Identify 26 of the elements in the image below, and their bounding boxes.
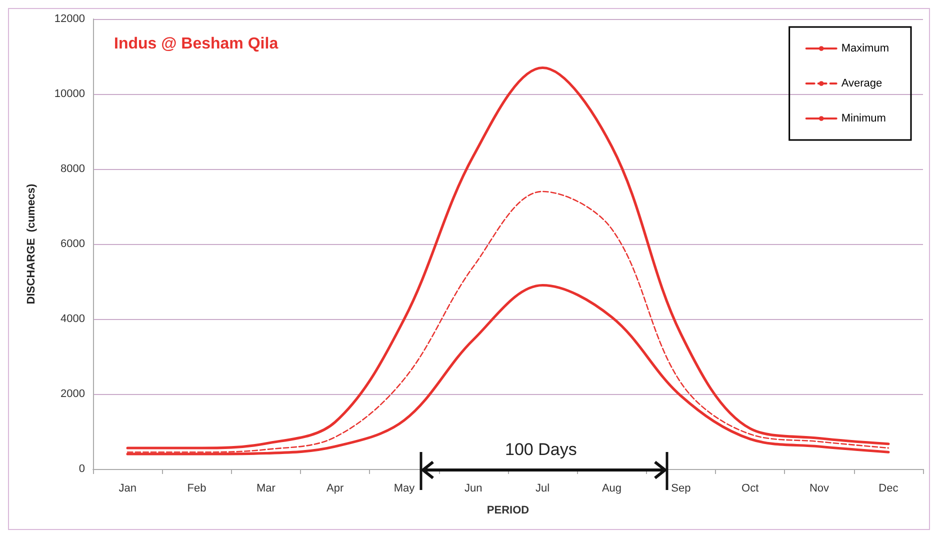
y-tick-label: 2000 <box>60 388 85 400</box>
y-tick-label: 6000 <box>60 238 85 250</box>
y-tick-label: 10000 <box>54 88 85 100</box>
y-tick-label: 8000 <box>60 163 85 175</box>
x-tick-label: Oct <box>742 482 759 494</box>
x-tick-label: Jun <box>464 482 482 494</box>
y-tick-label: 0 <box>78 463 85 475</box>
annotation: 100 Days <box>505 440 577 459</box>
x-axis-title: PERIOD <box>486 504 530 516</box>
y-tick-label: 12000 <box>54 13 85 25</box>
legend-label: Minimum <box>841 112 886 124</box>
legend-label: Average <box>841 78 882 90</box>
legend-label: Maximum <box>841 42 890 54</box>
x-tick-label: Dec <box>878 482 899 494</box>
y-tick-label: 4000 <box>60 313 85 325</box>
x-tick-label: Apr <box>326 482 344 494</box>
x-tick-label: Jan <box>118 482 136 494</box>
y-axis-title: DISCHARGE (cumecs) <box>26 183 38 304</box>
x-tick-label: Feb <box>187 482 206 494</box>
x-tick-label: Nov <box>809 482 830 494</box>
text: Indus @ Besham Qila <box>114 36 278 52</box>
x-tick-label: Jul <box>536 482 550 494</box>
x-tick-label: Sep <box>671 482 691 494</box>
x-tick-label: Mar <box>256 482 276 494</box>
x-tick-label: Aug <box>602 482 622 494</box>
x-tick-label: May <box>394 482 416 494</box>
